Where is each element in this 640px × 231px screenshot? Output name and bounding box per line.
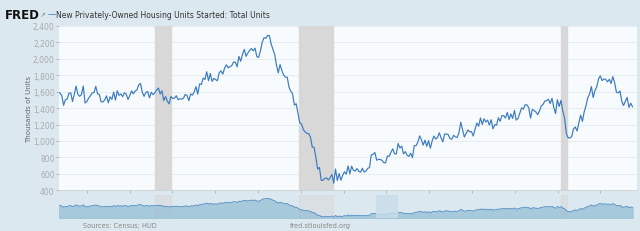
Bar bbox=[561, 27, 566, 191]
Text: Sources: Census; HUD: Sources: Census; HUD bbox=[83, 222, 157, 228]
Bar bbox=[376, 195, 397, 218]
Text: FRED: FRED bbox=[5, 9, 40, 21]
Text: ↗: ↗ bbox=[40, 12, 45, 18]
Text: fred.stlouisfed.org: fred.stlouisfed.org bbox=[289, 222, 351, 228]
Y-axis label: Thousands of Units: Thousands of Units bbox=[26, 75, 31, 142]
Text: New Privately-Owned Housing Units Started: Total Units: New Privately-Owned Housing Units Starte… bbox=[56, 11, 270, 19]
Bar bbox=[299, 195, 333, 218]
Bar bbox=[154, 27, 171, 191]
Bar bbox=[561, 195, 566, 218]
Text: —: — bbox=[48, 11, 56, 19]
Bar bbox=[154, 195, 171, 218]
Bar bbox=[299, 27, 333, 191]
